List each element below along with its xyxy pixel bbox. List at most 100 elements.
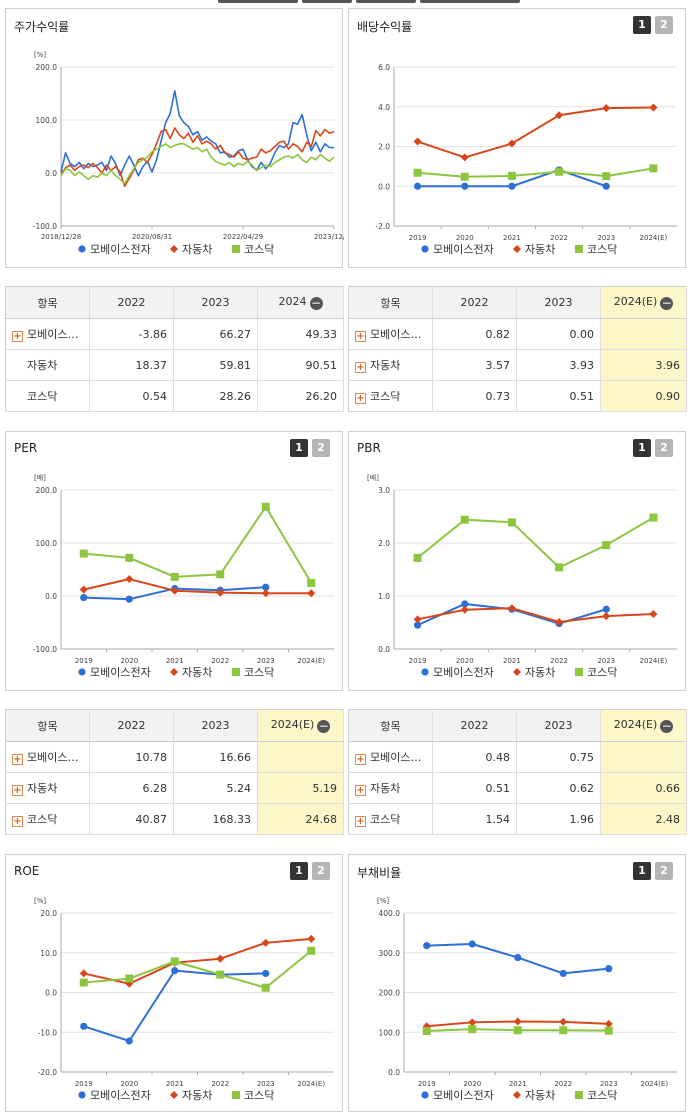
expand-plus-icon[interactable]: + [12, 331, 23, 342]
collapse-icon[interactable]: − [660, 719, 674, 733]
debt-ratio-panel: 부채비율 1 2 [%] 400.0 300.0 200.0 100.0 0.0 2019 2… [348, 854, 686, 1112]
series-line-auto [83, 937, 312, 985]
expand-plus-icon[interactable]: + [355, 362, 366, 373]
expand-plus-icon[interactable]: + [355, 816, 366, 827]
tab-button-1[interactable]: 1 [290, 439, 308, 457]
x-tick-label: 2020 [463, 1080, 481, 1088]
tab-button-1[interactable]: 1 [633, 862, 651, 880]
data-point-square [216, 970, 225, 979]
tab-button-2[interactable]: 2 [655, 439, 673, 457]
x-tick-label: 2019 [418, 1080, 436, 1088]
per-panel: PER 1 2 [배] 200.0 100.0 0.0 -100.0 2019 2020 20… [5, 431, 343, 691]
expand-plus-icon[interactable]: + [12, 816, 23, 827]
panel-title: 부채비율 [357, 866, 402, 880]
row-name-label: 모베이스… [27, 751, 79, 764]
x-tick-label: 2022 [550, 234, 568, 242]
collapse-icon[interactable]: − [317, 719, 331, 733]
value-cell: 0.73 [432, 380, 517, 412]
data-point-square [555, 167, 564, 176]
table-row: + 자동차 6.28 5.24 5.19 [5, 772, 344, 804]
data-point-circle [605, 965, 613, 973]
column-header: 2023 [516, 286, 601, 319]
data-point-diamond [261, 938, 270, 947]
legend-label-auto: 자동차 [182, 243, 212, 256]
tab-button-2[interactable]: 2 [655, 16, 673, 34]
toolbar-segment [356, 0, 416, 3]
column-header-label: 항목 [37, 296, 58, 310]
data-point-square [413, 168, 422, 177]
legend-marker-circle [421, 1091, 429, 1099]
x-tick-label: 2023/12/28 [314, 233, 344, 241]
expand-plus-icon[interactable]: + [355, 393, 366, 404]
tab-button-1[interactable]: 1 [633, 439, 651, 457]
row-name-label: 코스닥 [27, 813, 58, 826]
legend-marker-square [575, 668, 583, 676]
series-line-mobase [83, 969, 266, 1042]
x-tick-label: 2019 [409, 657, 427, 665]
row-name-label: 자동차 [370, 782, 401, 795]
data-point-square [261, 502, 270, 511]
stock-return-chart: [%] 200.0 100.0 0.0 -100.0 2018/12/28 2020/08/… [33, 51, 344, 256]
value-cell: 59.81 [173, 349, 258, 381]
y-tick-label: 3.0 [378, 486, 390, 495]
column-header: 2022 [432, 709, 517, 742]
value-cell: 6.28 [89, 772, 174, 804]
data-point-diamond [604, 1019, 613, 1028]
series-line-mobase [60, 90, 334, 177]
value-cell: 49.33 [257, 318, 344, 350]
data-point-diamond [413, 137, 422, 146]
legend-label-mobase: 모베이스전자 [90, 1089, 151, 1102]
y-tick-label: 100.0 [379, 1028, 401, 1037]
data-point-square [170, 957, 179, 966]
x-tick-label: 2021 [509, 1080, 527, 1088]
tab-button-1[interactable]: 1 [633, 16, 651, 34]
series-line-kosdaq [83, 949, 312, 989]
data-point-diamond [460, 153, 469, 162]
column-header: 항목 [348, 286, 433, 319]
expand-plus-icon[interactable]: + [355, 785, 366, 796]
y-axis-unit: [%] [34, 897, 46, 905]
x-tick-label: 2023 [597, 657, 615, 665]
column-header: 항목 [348, 709, 433, 742]
data-point-square [261, 983, 270, 992]
value-cell: 66.27 [173, 318, 258, 350]
tab-button-2[interactable]: 2 [655, 862, 673, 880]
pbr-table: 항목 2022 2023 2024(E) − + 모베이스… 0.48 0.75 + 자동차 0.51… [348, 709, 687, 835]
panel-header: ROE 1 2 [6, 855, 342, 887]
collapse-icon[interactable]: − [660, 296, 674, 310]
expand-plus-icon[interactable]: + [12, 785, 23, 796]
dividend-panel: 배당수익률 1 2 6.0 4.0 2.0 0.0 -2.0 2019 2020 2021 20… [348, 8, 686, 268]
value-cell [600, 318, 687, 350]
expand-plus-icon[interactable]: + [355, 754, 366, 765]
column-header: 2023 [173, 709, 258, 742]
row-name-label: 자동차 [27, 782, 58, 795]
x-tick-label: 2024(E) [640, 1080, 668, 1088]
legend-marker-diamond [513, 668, 521, 676]
legend-marker-square [575, 245, 583, 253]
pbr-chart: [배] 3.0 2.0 1.0 0.0 2019 2020 2021 2022 2023 2024(… [367, 473, 677, 679]
column-header-label: 항목 [380, 296, 401, 310]
data-point-square [604, 1026, 613, 1035]
x-tick-label: 2020 [120, 1080, 138, 1088]
y-tick-label: -20.0 [38, 1068, 58, 1077]
expand-plus-icon[interactable]: + [12, 754, 23, 765]
table-row: 코스닥 0.54 28.26 26.20 [5, 380, 344, 412]
tab-button-2[interactable]: 2 [312, 439, 330, 457]
value-cell: 40.87 [89, 803, 174, 835]
data-point-circle [461, 182, 469, 190]
data-point-circle [559, 969, 567, 978]
row-name-label: 코스닥 [370, 813, 401, 826]
column-header-label: 2023 [201, 296, 230, 309]
tab-button-2[interactable]: 2 [312, 862, 330, 880]
expand-plus-icon[interactable]: + [355, 331, 366, 342]
y-tick-label: 6.0 [378, 63, 390, 72]
tab-button-1[interactable]: 1 [290, 862, 308, 880]
panel-title: PBR [357, 441, 381, 455]
table-row: + 모베이스… 0.82 0.00 [348, 318, 687, 350]
data-point-diamond [79, 585, 88, 594]
x-tick-label: 2022 [211, 657, 229, 665]
data-point-square [602, 172, 611, 181]
top-toolbar-remnant [0, 0, 691, 6]
data-point-circle [514, 953, 522, 962]
collapse-icon[interactable]: − [309, 296, 323, 310]
